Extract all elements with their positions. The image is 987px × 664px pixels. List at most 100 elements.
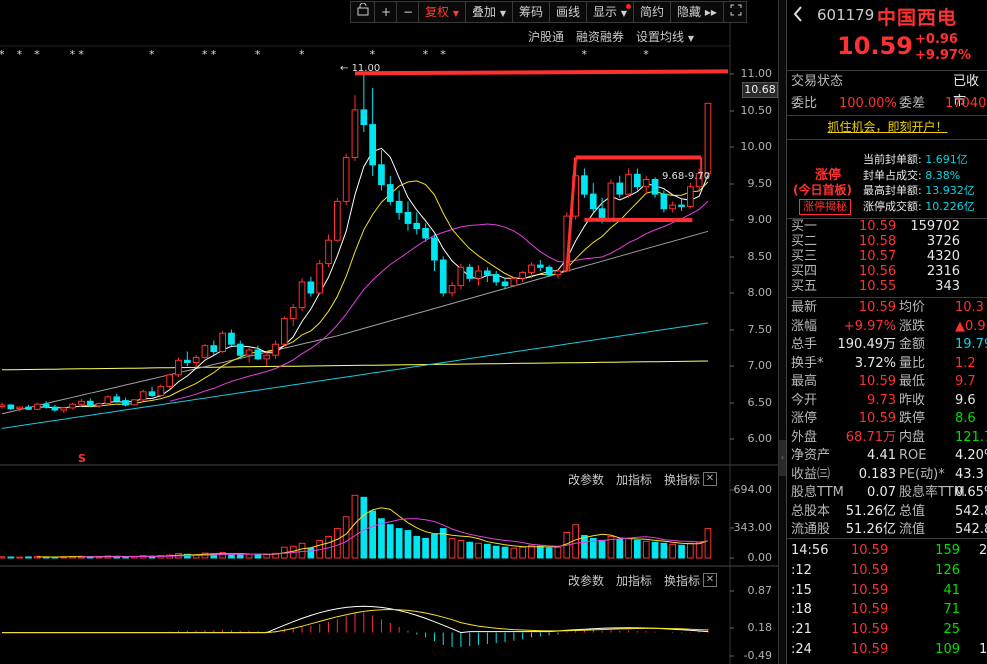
candle-up — [289, 307, 297, 320]
lock-icon[interactable] — [351, 2, 375, 22]
bid-row[interactable]: 买二 10.58 3726 — [787, 234, 987, 249]
zoom-out-icon[interactable]: − — [397, 2, 419, 22]
macd-tick: 0.87 — [747, 584, 773, 597]
stat-value: 542.8亿 — [955, 503, 987, 519]
volume-bar — [298, 542, 306, 559]
stat-label: 量比 — [899, 355, 926, 371]
candle-up — [342, 157, 350, 202]
price-tick: 6.50 — [747, 396, 773, 409]
bid-row[interactable]: 买五 10.55 343 — [787, 279, 987, 294]
stat-label: 最新 — [791, 300, 818, 315]
stat-row: 总股本 51.26亿 总值 542.8亿 — [787, 503, 987, 521]
tick-time: :15 — [791, 582, 812, 598]
kline-chart-area[interactable]: *************** + − 复权 ▼ 叠加 ▼ 筹码 画线 显示 ▼… — [0, 0, 778, 664]
stat-value: 8.6 — [955, 411, 976, 426]
event-marker: * — [17, 48, 23, 61]
macd-edit-params[interactable]: 改参数 — [568, 574, 605, 588]
price-tick: 8.50 — [747, 250, 773, 263]
price-tick: 9.50 — [747, 177, 773, 190]
candle-down — [148, 391, 156, 396]
stat-value: 51.26亿 — [845, 522, 896, 537]
stat-value: 9.7 — [955, 374, 976, 389]
candle-down — [413, 222, 421, 229]
chevron-left-icon[interactable] — [793, 6, 807, 22]
tick-volume: 25 — [943, 622, 960, 638]
candle-up — [272, 343, 279, 356]
candle-up — [104, 396, 112, 404]
volume-bar — [616, 538, 624, 559]
collapse-handle[interactable]: ‹ — [779, 440, 786, 476]
price-tick: 6.00 — [747, 432, 773, 445]
stock-price: 10.59 — [837, 32, 913, 60]
candle-down — [492, 274, 500, 283]
volume-add-indicator[interactable]: 加指标 — [616, 473, 653, 487]
chips-button[interactable]: 筹码 — [513, 2, 551, 22]
zoom-in-icon[interactable]: + — [375, 2, 397, 22]
draw-line-button[interactable]: 画线 — [550, 2, 588, 22]
fuquan-button[interactable]: 复权 ▼ — [419, 2, 466, 22]
stat-label: 内盘 — [899, 429, 926, 445]
event-marker: * — [70, 48, 76, 61]
bid-label: 买五 — [791, 279, 818, 294]
candle-up — [528, 264, 535, 273]
candle-down — [210, 345, 218, 353]
volume-close-icon[interactable]: ✕ — [703, 472, 717, 486]
divider — [787, 538, 987, 539]
bid-row[interactable]: 买三 10.57 4320 — [787, 249, 987, 264]
open-account-link[interactable]: 抓住机会，即刻开户！ — [827, 120, 948, 134]
volume-switch-indicator[interactable]: 换指标 — [664, 473, 701, 487]
volume-bar — [678, 544, 685, 559]
stat-label: 均价 — [899, 300, 926, 315]
volume-bar — [528, 544, 535, 559]
stat-label: 最低 — [899, 374, 926, 389]
overlay-button[interactable]: 叠加 ▼ — [466, 2, 513, 22]
macd-close-icon[interactable]: ✕ — [703, 573, 717, 587]
macd-add-indicator[interactable]: 加指标 — [616, 574, 653, 588]
candle-down — [254, 349, 262, 360]
stat-value: 68.71万 — [845, 429, 896, 445]
stat-label: 股息率TTM — [899, 485, 965, 500]
volume-bar — [554, 546, 562, 559]
margin-link[interactable]: 融资融券 — [576, 30, 625, 44]
stat-value: 0.07 — [867, 485, 896, 500]
hide-button[interactable]: 隐藏 ▸▸ — [671, 2, 724, 22]
bid-volume: 2316 — [926, 264, 960, 279]
stat-value: 190.49万 — [837, 337, 897, 352]
range-annotation: 9.68-9.70 — [662, 171, 711, 182]
stat-row: 流通股 51.26亿 流值 542.8亿 — [787, 521, 987, 539]
bid-row[interactable]: 买四 10.56 2316 — [787, 264, 987, 279]
tick-time: :24 — [791, 642, 812, 657]
candle-up — [175, 359, 182, 376]
macd-switch-indicator[interactable]: 换指标 — [664, 574, 701, 588]
volume-edit-params[interactable]: 改参数 — [568, 473, 605, 487]
fullscreen-icon[interactable] — [724, 2, 746, 22]
stat-value: 9.73 — [867, 392, 896, 408]
drawn-resistance-line — [354, 69, 729, 76]
candle-up — [219, 332, 227, 353]
hugutong-link[interactable]: 沪股通 — [528, 30, 565, 44]
stat-row: 换手* 3.72% 量比 1.2 — [787, 355, 987, 373]
event-marker: * — [149, 48, 155, 61]
candle-down — [51, 406, 59, 411]
candle-down — [422, 228, 429, 239]
candle-down — [113, 396, 121, 402]
volume-bar — [16, 556, 23, 559]
kline-chart-svg[interactable]: *************** — [0, 0, 778, 664]
display-button[interactable]: 显示 ▼ — [587, 2, 635, 22]
bid-row[interactable]: 买一 10.59 159702 — [787, 219, 987, 234]
volume-bar — [431, 534, 438, 559]
candle-down — [42, 403, 50, 408]
simple-button[interactable]: 简约 — [634, 2, 672, 22]
price-tick: 10.50 — [740, 104, 773, 117]
panel-divider[interactable]: ‹ — [778, 0, 786, 664]
limit-up-title: 涨停 — [815, 168, 842, 183]
stat-label: 外盘 — [791, 429, 818, 445]
volume-bar — [272, 552, 279, 559]
volume-bar — [7, 556, 15, 559]
volume-bar — [0, 556, 6, 559]
ma-settings-link[interactable]: 设置均线 ▼ — [636, 30, 695, 44]
first-board-badge: (今日首板) — [793, 183, 852, 197]
bid-volume: 4320 — [926, 249, 960, 264]
limit-up-reveal-button[interactable]: 涨停揭秘 — [799, 199, 851, 215]
stat-value: 0.65% — [955, 485, 987, 500]
